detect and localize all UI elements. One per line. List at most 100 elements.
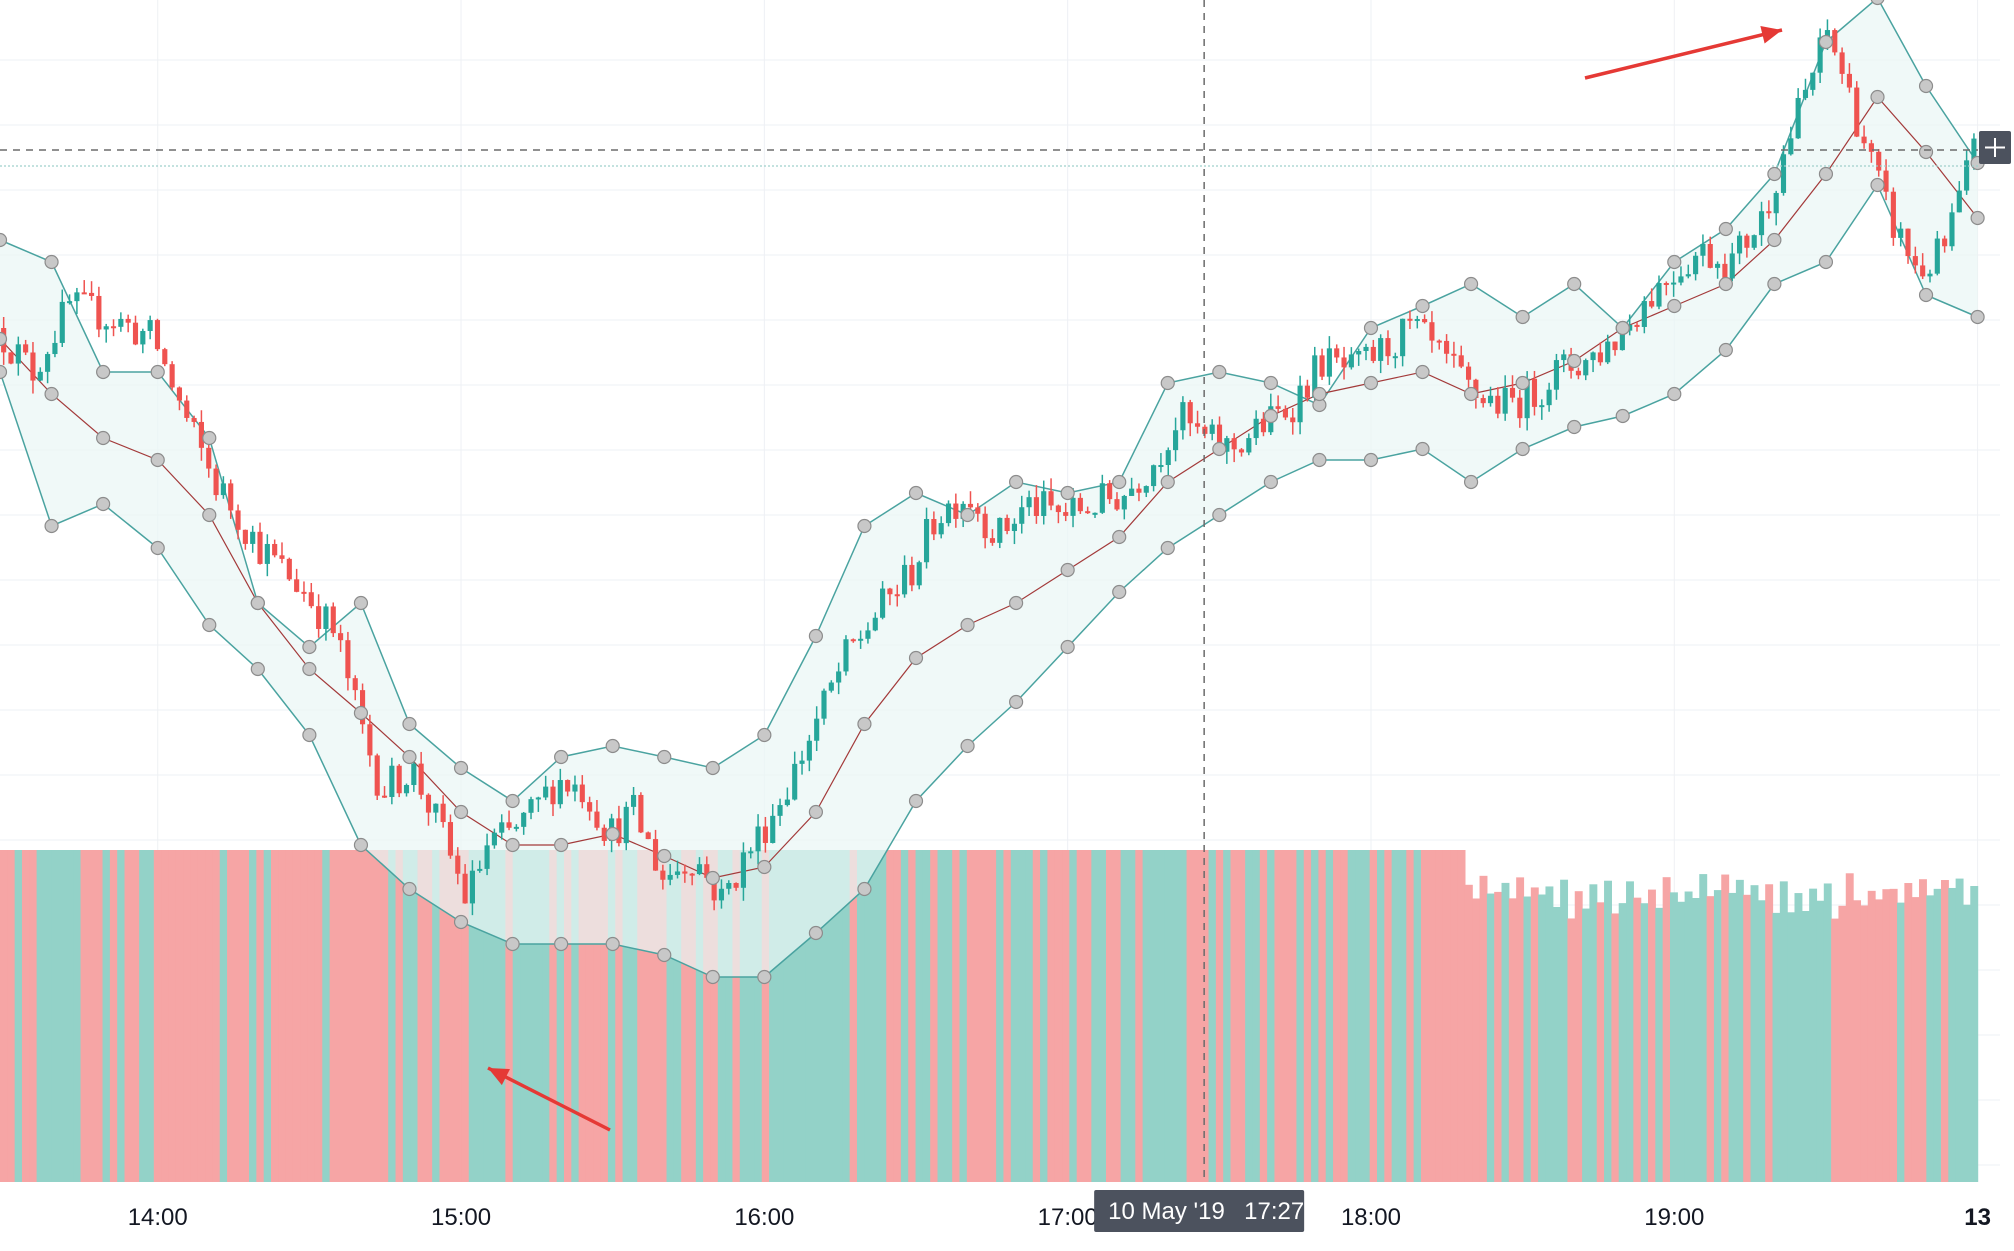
volume-bar bbox=[1904, 883, 1913, 1182]
volume-bar bbox=[0, 850, 8, 1182]
volume-bar bbox=[637, 850, 646, 1182]
volume-bar bbox=[1084, 850, 1092, 1182]
volume-bar bbox=[1611, 913, 1620, 1182]
volume-bar bbox=[1025, 850, 1034, 1182]
volume-bar bbox=[908, 850, 917, 1182]
candle-body bbox=[213, 468, 219, 496]
time-tick-label: 17:00 bbox=[1038, 1204, 1098, 1231]
candle-body bbox=[513, 826, 519, 829]
candle-body bbox=[1092, 512, 1098, 515]
volume-bar bbox=[651, 850, 660, 1182]
volume-bar bbox=[87, 850, 96, 1182]
candle-body bbox=[30, 352, 36, 381]
candle-body bbox=[587, 802, 593, 812]
volume-bar bbox=[783, 850, 792, 1182]
band-marker bbox=[1818, 166, 1834, 182]
candle-body bbox=[37, 371, 43, 381]
add-price-line-button[interactable] bbox=[1979, 131, 2011, 164]
candle-body bbox=[125, 318, 131, 323]
volume-bar bbox=[1149, 850, 1158, 1182]
band-marker bbox=[960, 617, 975, 633]
volume-bar bbox=[556, 850, 565, 1182]
band-marker bbox=[0, 331, 8, 347]
candle-body bbox=[206, 447, 212, 469]
volume-bar bbox=[1442, 850, 1451, 1182]
candle-body bbox=[843, 639, 849, 672]
candle-body bbox=[1832, 30, 1838, 53]
volume-bar bbox=[1933, 888, 1942, 1182]
volume-bar bbox=[1018, 850, 1027, 1182]
volume-bar bbox=[1457, 850, 1466, 1182]
candle-body bbox=[975, 507, 981, 514]
candle-body bbox=[381, 795, 388, 798]
volume-bar bbox=[7, 850, 16, 1182]
volume-bar bbox=[227, 850, 235, 1182]
volume-bar bbox=[769, 850, 777, 1182]
volume-bar bbox=[241, 850, 250, 1182]
volume-bar bbox=[1911, 897, 1920, 1182]
volume-bar bbox=[585, 850, 594, 1182]
band-marker bbox=[908, 485, 924, 501]
volume-bar bbox=[1875, 899, 1883, 1182]
candle-body bbox=[858, 638, 864, 641]
candle-body bbox=[418, 763, 424, 795]
volume-bar bbox=[1648, 889, 1656, 1182]
candle-body bbox=[887, 588, 893, 595]
candle-body bbox=[1876, 151, 1882, 171]
band-marker bbox=[505, 793, 520, 809]
volume-bar bbox=[1296, 850, 1305, 1182]
candle-body bbox=[1736, 235, 1743, 254]
bollinger-bands bbox=[0, 0, 1979, 978]
volume-bar bbox=[80, 850, 89, 1182]
candle-body bbox=[1854, 87, 1860, 137]
volume-bar bbox=[1120, 850, 1129, 1182]
band-markers bbox=[0, 0, 1985, 985]
volume-bar bbox=[600, 850, 609, 1182]
volume-bar bbox=[58, 850, 67, 1182]
candle-body bbox=[550, 786, 556, 805]
volume-bar bbox=[1450, 850, 1459, 1182]
band-marker bbox=[808, 925, 824, 941]
candle-body bbox=[645, 832, 651, 840]
band-marker bbox=[1767, 232, 1782, 248]
volume-bar bbox=[1728, 892, 1737, 1182]
volume-bar bbox=[1091, 850, 1100, 1182]
candle-body bbox=[1422, 319, 1428, 323]
candle-body bbox=[1077, 497, 1083, 512]
candle-body bbox=[1758, 211, 1765, 236]
candle-body bbox=[403, 785, 410, 794]
candle-body bbox=[799, 760, 805, 764]
volume-bar bbox=[732, 850, 741, 1182]
band-marker bbox=[857, 518, 872, 534]
volume-bar bbox=[629, 850, 638, 1182]
band-marker bbox=[402, 716, 417, 732]
candle-body bbox=[997, 517, 1003, 543]
volume-bar bbox=[1494, 891, 1503, 1182]
candle-body bbox=[1956, 190, 1962, 213]
candle-body bbox=[272, 543, 278, 556]
volume-bar bbox=[1948, 887, 1957, 1182]
candle-body bbox=[45, 354, 51, 372]
volume-bar bbox=[563, 850, 572, 1182]
volume-bar bbox=[739, 850, 748, 1182]
candle-body bbox=[704, 864, 710, 878]
band-marker bbox=[1008, 595, 1024, 611]
band-marker bbox=[44, 254, 59, 270]
volume-bar bbox=[988, 850, 997, 1182]
candle-body bbox=[1817, 37, 1823, 73]
band-marker bbox=[554, 749, 569, 765]
volume-bar bbox=[1626, 881, 1634, 1182]
candle-body bbox=[1114, 499, 1120, 510]
volume-bar bbox=[1186, 850, 1195, 1182]
volume-bar bbox=[1340, 850, 1349, 1182]
candle-body bbox=[594, 811, 600, 828]
candle-body bbox=[1868, 143, 1874, 152]
band-marker bbox=[1415, 441, 1430, 457]
candle-body bbox=[1641, 301, 1647, 327]
volume-bar bbox=[1838, 905, 1847, 1182]
candle-body bbox=[1136, 488, 1142, 493]
volume-bar bbox=[1464, 884, 1473, 1182]
candle-body bbox=[1531, 378, 1538, 407]
